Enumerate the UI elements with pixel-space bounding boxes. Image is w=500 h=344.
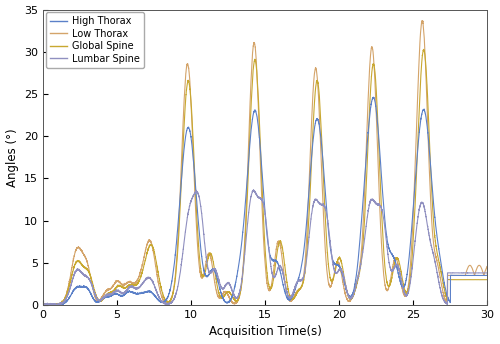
Line: Global Spine: Global Spine xyxy=(43,97,488,305)
Low Thorax xyxy=(144,254,150,258)
Lumbar Spine xyxy=(40,302,46,306)
Lumbar Spine xyxy=(481,271,487,275)
Low Thorax xyxy=(208,252,214,256)
Global Spine xyxy=(370,95,376,99)
Global Spine xyxy=(208,270,214,274)
Low Thorax xyxy=(146,246,152,250)
Lumbar Spine xyxy=(144,277,150,281)
Lumbar Spine xyxy=(148,277,154,281)
Low Thorax xyxy=(420,47,426,52)
Global Spine xyxy=(240,236,246,240)
High Thorax xyxy=(420,19,426,23)
High Thorax xyxy=(43,303,49,307)
Line: High Thorax: High Thorax xyxy=(43,21,488,305)
High Thorax xyxy=(484,273,490,278)
Low Thorax xyxy=(148,243,154,247)
Y-axis label: Angles (°): Angles (°) xyxy=(6,128,18,186)
High Thorax xyxy=(40,303,46,307)
Low Thorax xyxy=(484,278,490,282)
Lumbar Spine xyxy=(44,303,51,307)
Global Spine xyxy=(146,289,152,293)
High Thorax xyxy=(148,240,154,245)
Line: Lumbar Spine: Lumbar Spine xyxy=(43,190,488,305)
Global Spine xyxy=(148,290,154,294)
Low Thorax xyxy=(45,303,51,307)
High Thorax xyxy=(481,273,487,277)
X-axis label: Acquisition Time(s): Acquisition Time(s) xyxy=(209,325,322,338)
Low Thorax xyxy=(240,278,246,282)
Lumbar Spine xyxy=(250,188,256,192)
Global Spine xyxy=(144,290,150,294)
Low Thorax xyxy=(40,303,46,307)
High Thorax xyxy=(146,239,152,243)
Legend: High Thorax, Low Thorax, Global Spine, Lumbar Spine: High Thorax, Low Thorax, Global Spine, L… xyxy=(46,12,144,67)
Lumbar Spine xyxy=(146,276,152,280)
Low Thorax xyxy=(481,278,487,282)
Global Spine xyxy=(481,273,487,278)
Lumbar Spine xyxy=(208,270,214,274)
High Thorax xyxy=(240,274,246,278)
Lumbar Spine xyxy=(484,271,490,275)
High Thorax xyxy=(144,245,150,249)
Lumbar Spine xyxy=(240,274,246,278)
Global Spine xyxy=(484,273,490,278)
Global Spine xyxy=(40,303,46,307)
Global Spine xyxy=(40,303,46,307)
Line: Low Thorax: Low Thorax xyxy=(43,50,488,305)
High Thorax xyxy=(208,255,214,259)
